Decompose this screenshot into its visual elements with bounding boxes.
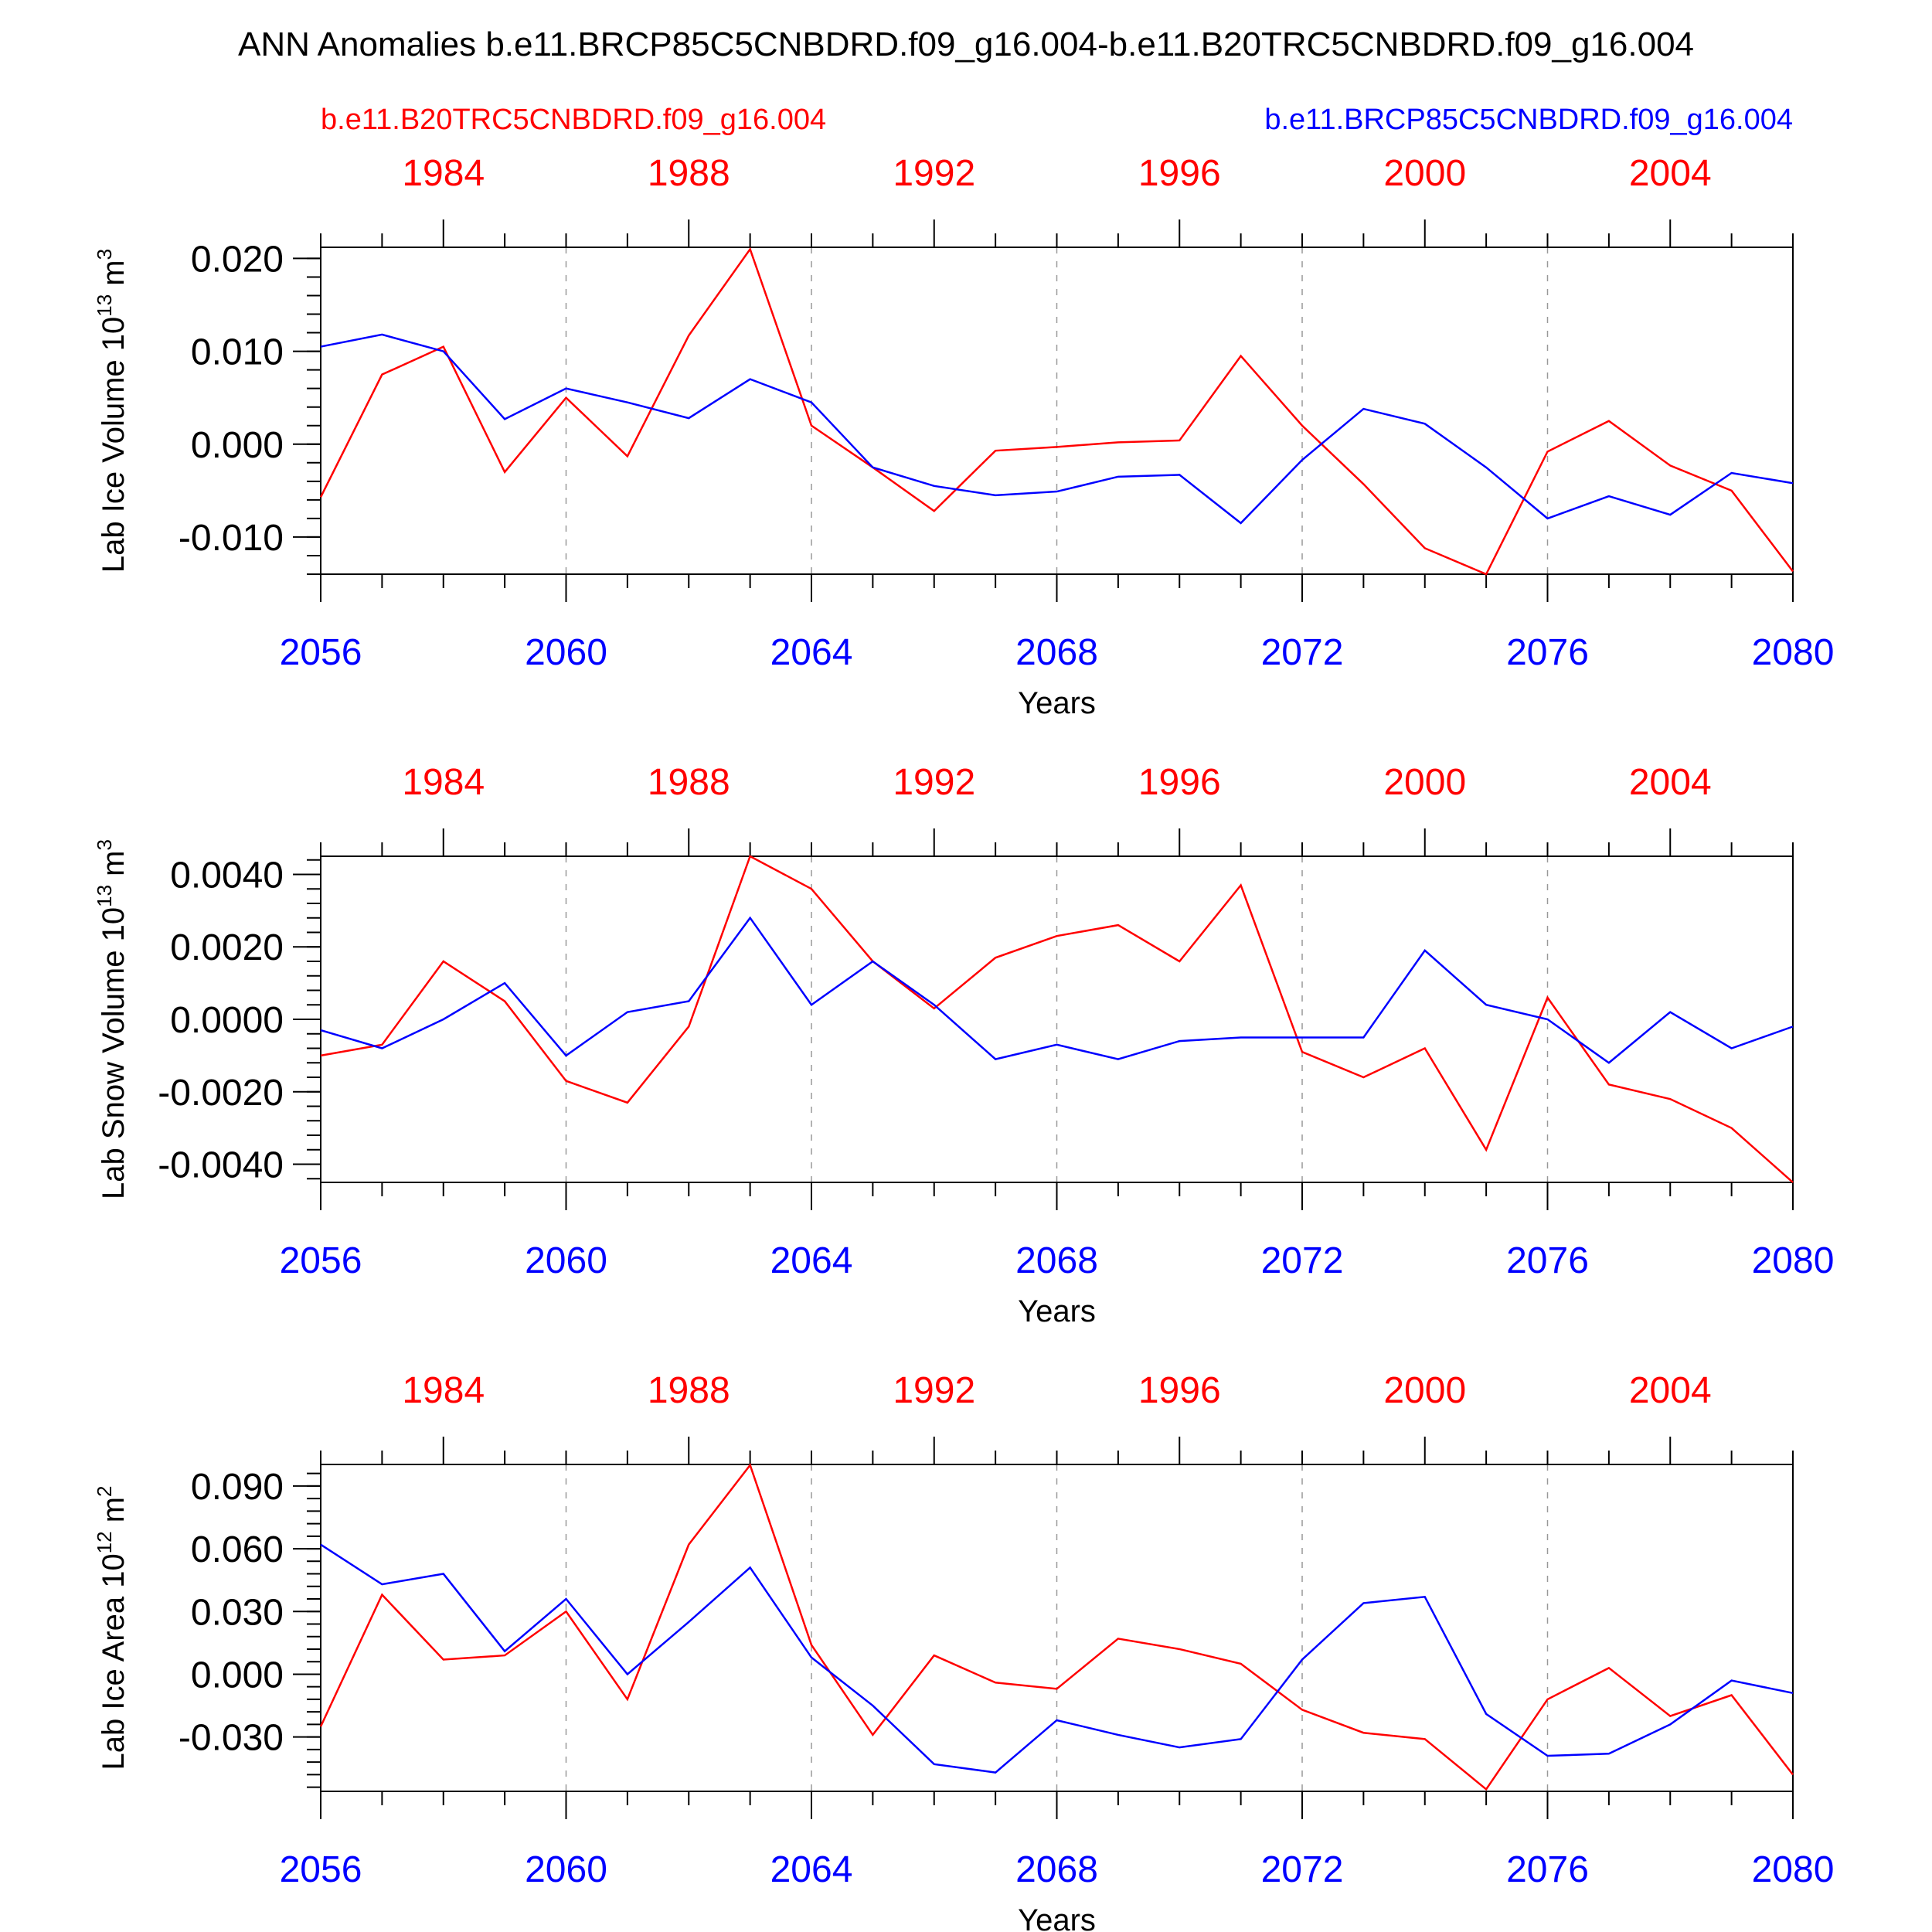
legend-ref-label: b.e11.B20TRC5CNBDRD.f09_g16.004 [321,104,826,136]
x-tick-label: 2080 [1752,632,1835,673]
top-x-tick-label: 2004 [1629,1370,1712,1411]
y-tick-label: 0.000 [191,425,284,466]
legend-test-label: b.e11.BRCP85C5CNBDRD.f09_g16.004 [1264,104,1793,136]
top-x-tick-label: 2000 [1383,762,1466,803]
y-tick-label: 0.020 [191,239,284,280]
panel-3: 2056 2060 2064 2068 2072 2076 2080 1984 1988 1992… [93,1370,1834,1932]
x-tick-label: 2080 [1752,1240,1835,1281]
y-tick-label: 0.060 [191,1529,284,1570]
test-series-line [320,333,1794,525]
top-x-tick-label: 2004 [1629,762,1712,803]
y-tick-label: 0.030 [191,1592,284,1633]
top-x-tick-label: 1992 [893,762,975,803]
ref-series-line [319,1463,1794,1791]
test-series-line [320,916,1794,1064]
y-tick-label: -0.0040 [158,1145,284,1186]
plot-frame [320,247,1794,575]
test-series-line [320,1543,1794,1774]
x-tick-label: 2060 [525,1240,607,1281]
x-tick-label: 2064 [770,1240,853,1281]
x-tick-label: 2056 [280,1240,362,1281]
top-x-tick-label: 2004 [1629,153,1712,194]
top-x-tick-label: 1996 [1138,153,1221,194]
y-tick-label: -0.010 [179,518,284,559]
figure-title: ANN Anomalies b.e11.BRCP85C5CNBDRD.f09_g… [238,26,1694,63]
panel-1: 2056 2060 2064 2068 2072 2076 2080 1984 1988 1992… [93,153,1834,720]
top-x-tick-label: 1996 [1138,1370,1221,1411]
top-x-tick-label: 1992 [893,1370,975,1411]
y-tick-label: 0.0000 [170,1000,284,1041]
y-tick-label: -0.0020 [158,1073,284,1114]
top-x-tick-label: 1984 [402,153,485,194]
panel-2: 2056 2060 2064 2068 2072 2076 2080 1984 1988 1992… [93,762,1834,1328]
x-tick-label: 2068 [1015,1240,1098,1281]
y-tick-label: 0.090 [191,1467,284,1508]
top-x-tick-label: 1988 [648,1370,730,1411]
ref-series-line [319,247,1794,576]
x-tick-label: 2068 [1015,1849,1098,1890]
y-tick-label: 0.0040 [170,855,284,896]
top-x-tick-label: 1992 [893,153,975,194]
x-tick-label: 2068 [1015,632,1098,673]
x-tick-label: 2056 [280,632,362,673]
x-axis-title: Years [1018,1903,1096,1932]
top-x-tick-label: 1984 [402,762,485,803]
top-x-tick-label: 1988 [648,762,730,803]
y-tick-label: -0.030 [179,1718,284,1759]
x-tick-label: 2076 [1506,1240,1589,1281]
x-tick-label: 2064 [770,1849,853,1890]
y-axis-title: Lab Ice Area 1012 m2 [93,1485,131,1770]
y-axis-title: Lab Snow Volume 1013 m3 [93,839,131,1199]
x-axis-title: Years [1018,1294,1096,1328]
x-tick-label: 2076 [1506,632,1589,673]
top-x-tick-label: 1984 [402,1370,485,1411]
top-x-tick-label: 2000 [1383,153,1466,194]
x-tick-label: 2072 [1261,1849,1344,1890]
x-tick-label: 2076 [1506,1849,1589,1890]
x-tick-label: 2072 [1261,1240,1344,1281]
x-tick-label: 2072 [1261,632,1344,673]
y-tick-label: 0.0020 [170,927,284,968]
top-x-tick-label: 1996 [1138,762,1221,803]
x-tick-label: 2056 [280,1849,362,1890]
x-tick-label: 2060 [525,1849,607,1890]
x-axis-title: Years [1018,686,1096,720]
plot-frame [320,855,1794,1183]
x-tick-label: 2080 [1752,1849,1835,1890]
top-x-tick-label: 1988 [648,153,730,194]
y-axis-title: Lab Ice Volume 1013 m3 [93,249,131,573]
ref-series-line [320,855,1794,1183]
y-tick-label: 0.010 [191,332,284,373]
x-tick-label: 2060 [525,632,607,673]
x-tick-label: 2064 [770,632,853,673]
top-x-tick-label: 2000 [1383,1370,1466,1411]
y-tick-label: 0.000 [191,1655,284,1696]
